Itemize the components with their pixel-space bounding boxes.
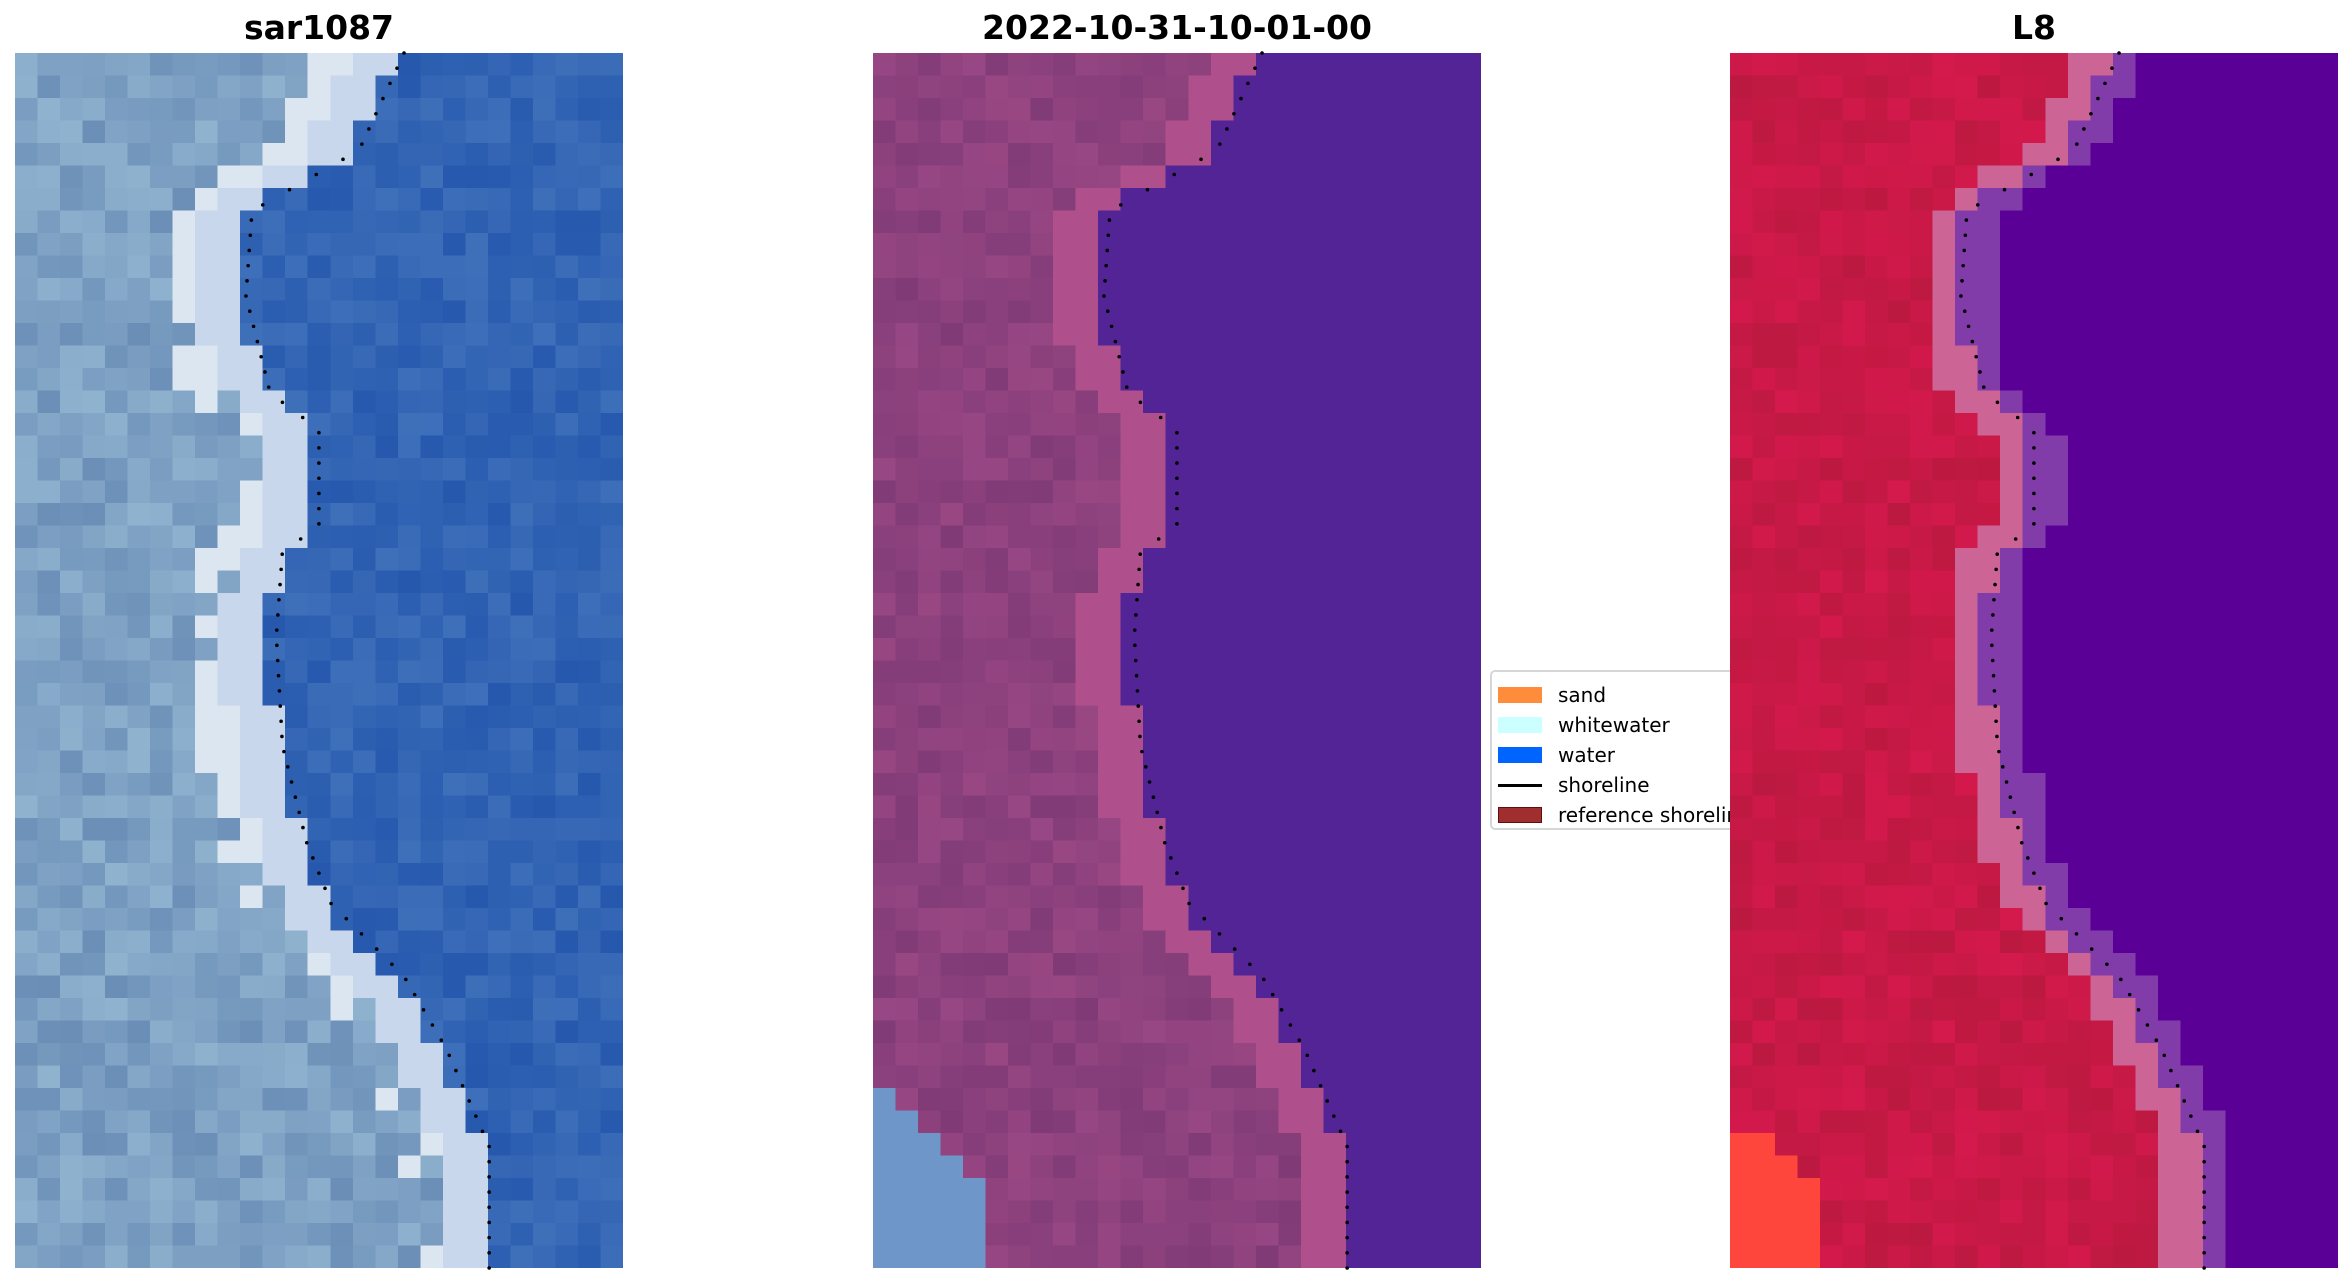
- legend-item-water: water: [1498, 740, 1748, 770]
- legend-label: water: [1558, 743, 1615, 767]
- reference-shoreline-swatch: [1498, 807, 1542, 823]
- legend-item-reference-shoreline: reference shoreline: [1498, 800, 1752, 830]
- legend-label: sand: [1558, 683, 1607, 707]
- classified-image-panel: [873, 53, 1481, 1268]
- legend-item-whitewater: whitewater: [1498, 710, 1748, 740]
- panel-title-date: 2022-10-31-10-01-00: [982, 8, 1372, 47]
- l8-image-panel: [1730, 53, 2338, 1268]
- whitewater-swatch: [1498, 717, 1542, 733]
- panel-title-l8: L8: [2012, 8, 2056, 47]
- legend-label: whitewater: [1558, 713, 1670, 737]
- sand-swatch: [1498, 687, 1542, 703]
- legend-label: shoreline: [1558, 773, 1650, 797]
- legend-label: reference shoreline: [1558, 803, 1752, 827]
- legend-item-shoreline: shoreline: [1498, 770, 1748, 800]
- shoreline-line-swatch: [1498, 783, 1542, 787]
- rgb-image-panel: [15, 53, 623, 1268]
- panel-title-sar1087: sar1087: [243, 8, 395, 47]
- water-swatch: [1498, 747, 1542, 763]
- legend-item-sand: sand: [1498, 680, 1748, 710]
- legend: sand whitewater water shoreline referenc…: [1490, 670, 1752, 830]
